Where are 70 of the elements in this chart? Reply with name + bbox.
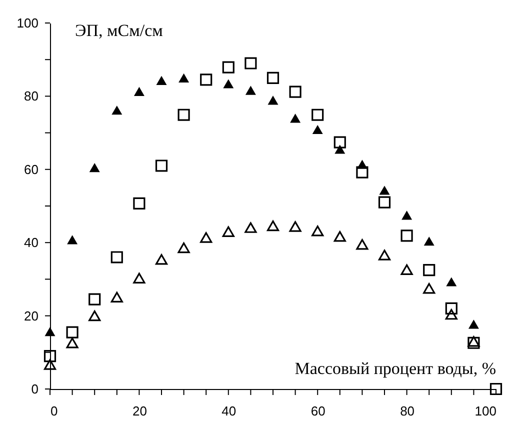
point <box>268 96 278 105</box>
point <box>44 350 56 362</box>
y-tick-label: 80 <box>24 88 38 104</box>
point <box>66 326 78 338</box>
point <box>178 73 190 82</box>
point <box>222 226 234 237</box>
x-tick-label: 20 <box>132 404 147 418</box>
point <box>423 283 436 294</box>
point <box>400 264 413 276</box>
point <box>156 76 167 86</box>
point <box>112 106 122 115</box>
point <box>402 210 412 220</box>
point <box>67 235 78 244</box>
y-tick-label: 40 <box>24 235 38 250</box>
x-tick-label: 60 <box>310 404 326 418</box>
point <box>312 108 324 121</box>
point <box>289 86 302 98</box>
point <box>200 232 212 243</box>
point <box>110 292 123 302</box>
point <box>245 86 256 95</box>
point <box>88 293 101 306</box>
point <box>66 338 78 348</box>
point <box>356 239 368 250</box>
point <box>134 86 144 96</box>
point <box>468 320 479 329</box>
point <box>244 222 257 233</box>
point <box>445 308 458 320</box>
point <box>423 264 436 276</box>
point <box>178 108 190 121</box>
point <box>446 277 457 286</box>
y-axis-title: ЭП, мСм/см <box>75 21 164 40</box>
x-tick-label: 0 <box>50 404 58 418</box>
point <box>222 61 234 74</box>
point <box>223 79 234 88</box>
y-tick-label: 0 <box>31 382 38 396</box>
point <box>133 197 146 210</box>
x-tick-label: 40 <box>222 404 236 418</box>
point <box>44 326 56 336</box>
y-tick-label: 60 <box>24 162 38 177</box>
point <box>356 166 368 178</box>
point <box>155 254 168 265</box>
point <box>424 236 434 246</box>
point <box>155 160 168 172</box>
point <box>89 163 100 172</box>
point <box>133 272 146 284</box>
point <box>445 302 458 315</box>
point <box>200 74 212 86</box>
point <box>312 124 323 134</box>
point <box>266 220 280 232</box>
point <box>379 186 390 195</box>
point <box>244 57 257 70</box>
x-tick-label: 100 <box>474 404 496 418</box>
point <box>378 250 391 260</box>
point <box>378 196 391 208</box>
y-tick-label: 100 <box>16 16 38 30</box>
point <box>44 359 56 370</box>
point <box>266 72 280 84</box>
x-axis-title: Массовый процент воды, % <box>294 359 496 378</box>
point <box>334 231 346 242</box>
point <box>178 242 190 254</box>
point <box>312 226 324 236</box>
point <box>289 221 302 232</box>
x-tick-label: 80 <box>400 404 415 418</box>
point <box>290 114 301 123</box>
point <box>334 136 346 148</box>
point <box>88 310 101 322</box>
point <box>490 382 502 396</box>
point <box>110 251 123 264</box>
point <box>400 230 413 242</box>
y-tick-label: 20 <box>24 308 38 324</box>
